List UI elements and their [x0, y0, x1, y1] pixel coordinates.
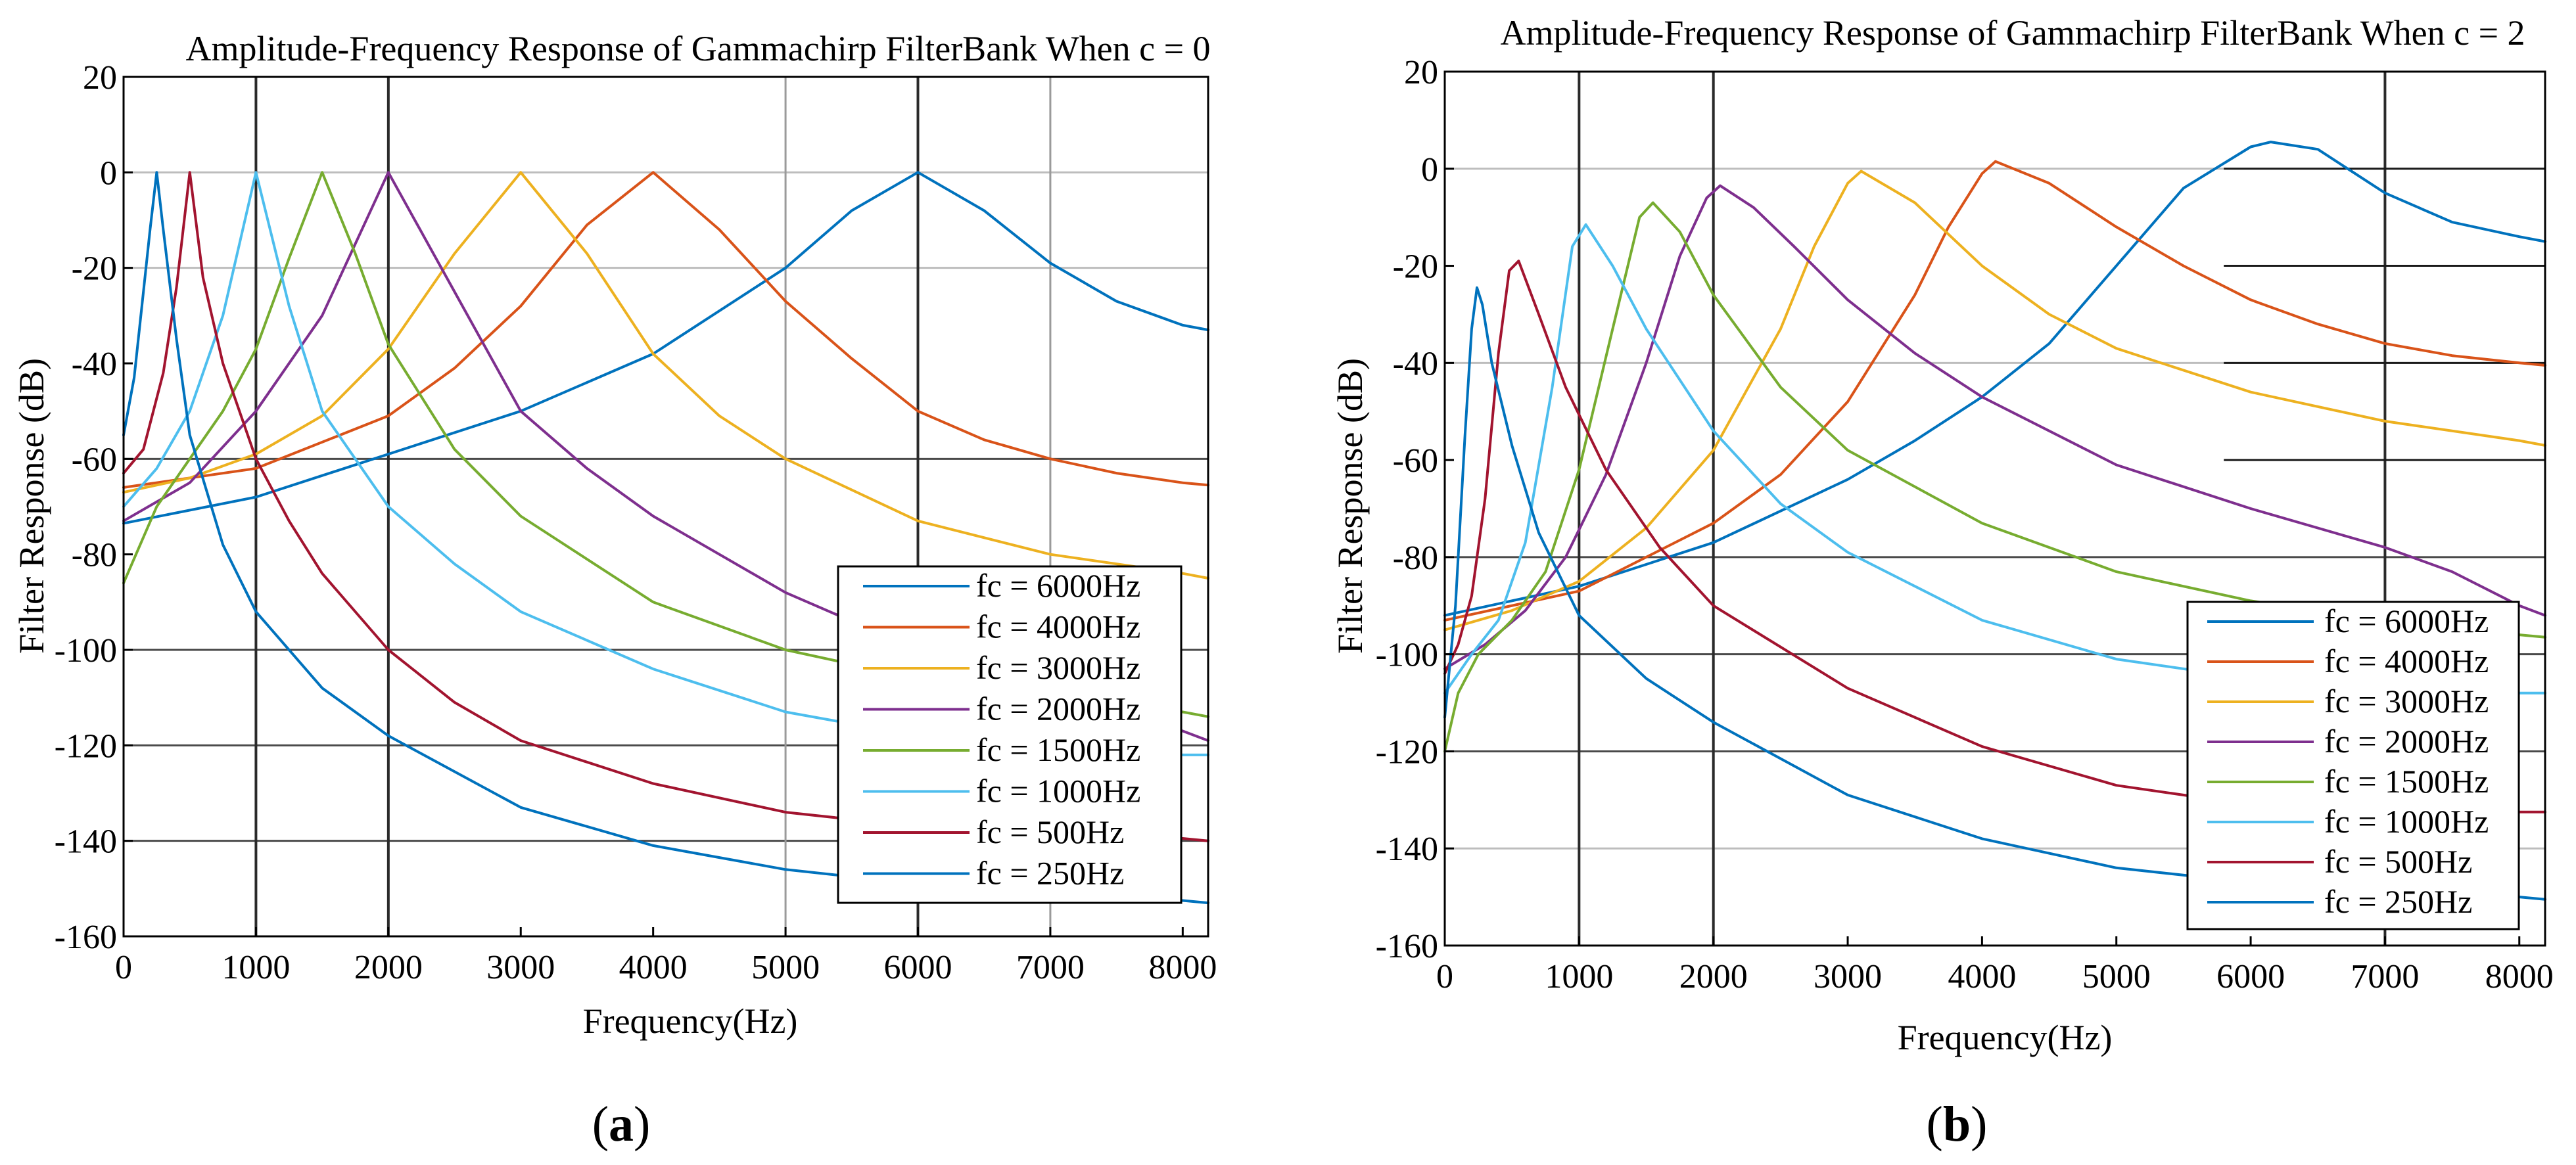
legend-box — [837, 565, 1183, 904]
panel-label-open: ( — [1927, 1097, 1943, 1152]
x-tick-label: 6000 — [2216, 958, 2285, 995]
chart-title: Amplitude-Frequency Response of Gammachi… — [1500, 13, 2525, 53]
y-axis-label: Filter Response (dB) — [12, 358, 51, 654]
y-tick-label: -160 — [1376, 928, 1438, 965]
panel-label-letter: b — [1943, 1097, 1971, 1152]
legend-entry: fc = 3000Hz — [976, 649, 1140, 686]
x-tick-label: 8000 — [1148, 949, 1217, 986]
x-tick-label: 3000 — [486, 949, 555, 986]
chart-title: Amplitude-Frequency Response of Gammachi… — [185, 29, 1210, 68]
y-tick-label: -40 — [72, 346, 117, 383]
plot-frame — [122, 76, 1209, 938]
y-tick-label: -140 — [55, 823, 117, 861]
x-axis-label: Frequency(Hz) — [1898, 1018, 2113, 1057]
legend-entry: fc = 6000Hz — [976, 567, 1140, 604]
panel-label: (a) — [592, 1097, 651, 1152]
legend-entry: fc = 4000Hz — [976, 608, 1140, 645]
x-tick-label: 0 — [115, 949, 132, 986]
legend-entry: fc = 1500Hz — [2324, 763, 2489, 800]
x-axis-label: Frequency(Hz) — [583, 1001, 798, 1041]
x-tick-label: 2000 — [1679, 958, 1748, 995]
x-tick-label: 3000 — [1814, 958, 1882, 995]
panel-label-open: ( — [592, 1097, 609, 1152]
x-tick-label: 0 — [1436, 958, 1453, 995]
x-tick-label: 6000 — [883, 949, 952, 986]
y-tick-label: -40 — [1393, 345, 1438, 382]
y-tick-label: -20 — [72, 250, 117, 288]
y-tick-label: -60 — [1393, 442, 1438, 480]
legend-entry: fc = 250Hz — [976, 855, 1124, 892]
y-tick-label: -60 — [72, 441, 117, 478]
legend-entry: fc = 250Hz — [2324, 883, 2472, 920]
x-tick-label: 1000 — [222, 949, 290, 986]
x-tick-label: 1000 — [1545, 958, 1613, 995]
series-line — [1443, 201, 2546, 753]
plot-frame — [1443, 70, 2546, 947]
x-tick-label: 8000 — [2485, 958, 2554, 995]
series-line — [1443, 184, 2546, 670]
legend-entry: fc = 500Hz — [2324, 843, 2472, 880]
series-line — [1443, 160, 2546, 622]
x-tick-label: 7000 — [2351, 958, 2419, 995]
x-tick-label: 5000 — [751, 949, 820, 986]
y-tick-label: -100 — [55, 632, 117, 670]
x-tick-label: 5000 — [2082, 958, 2151, 995]
y-tick-label: -100 — [1376, 637, 1438, 674]
legend-entry: fc = 3000Hz — [2324, 683, 2489, 720]
legend-entry: fc = 1500Hz — [976, 731, 1140, 768]
legend-entry: fc = 2000Hz — [976, 691, 1140, 727]
x-tick-label: 4000 — [619, 949, 688, 986]
legend-entry: fc = 1000Hz — [2324, 803, 2489, 840]
y-tick-label: 20 — [1404, 54, 1438, 91]
y-tick-label: -80 — [1393, 539, 1438, 577]
legend-entry: fc = 4000Hz — [2324, 643, 2489, 679]
x-tick-label: 4000 — [1948, 958, 2016, 995]
y-tick-label: -120 — [1376, 733, 1438, 771]
y-tick-label: 0 — [1421, 151, 1438, 189]
series-line — [1443, 141, 2546, 617]
series-line — [122, 171, 1209, 580]
legend-entry: fc = 2000Hz — [2324, 723, 2489, 760]
series-line — [122, 171, 1209, 489]
y-tick-label: -20 — [1393, 248, 1438, 286]
chart-panel-a: Amplitude-Frequency Response of Gammachi… — [12, 29, 1217, 1152]
legend-entry: fc = 6000Hz — [2324, 603, 2489, 639]
panel-label-letter: a — [609, 1097, 634, 1152]
y-tick-label: 0 — [100, 154, 117, 192]
legend-box — [2186, 601, 2520, 930]
y-axis-label: Filter Response (dB) — [1330, 358, 1370, 654]
panel-label: (b) — [1927, 1097, 1988, 1152]
panel-label-close: ) — [1971, 1097, 1987, 1152]
chart-panel-b: Amplitude-Frequency Response of Gammachi… — [1330, 13, 2554, 1152]
y-tick-label: -120 — [55, 727, 117, 765]
series-line — [1443, 170, 2546, 631]
y-tick-label: -80 — [72, 537, 117, 574]
x-tick-label: 2000 — [354, 949, 423, 986]
legend-entry: fc = 500Hz — [976, 813, 1124, 850]
y-tick-label: -140 — [1376, 831, 1438, 868]
legend-entry: fc = 1000Hz — [976, 773, 1140, 810]
panel-label-close: ) — [634, 1097, 650, 1152]
series-line — [122, 171, 1209, 525]
x-tick-label: 7000 — [1016, 949, 1085, 986]
legend: fc = 6000Hz fc = 4000Hz fc = 3000Hz fc = 20… — [837, 565, 1183, 904]
y-tick-label: -160 — [55, 919, 117, 956]
y-tick-label: 20 — [83, 59, 117, 97]
